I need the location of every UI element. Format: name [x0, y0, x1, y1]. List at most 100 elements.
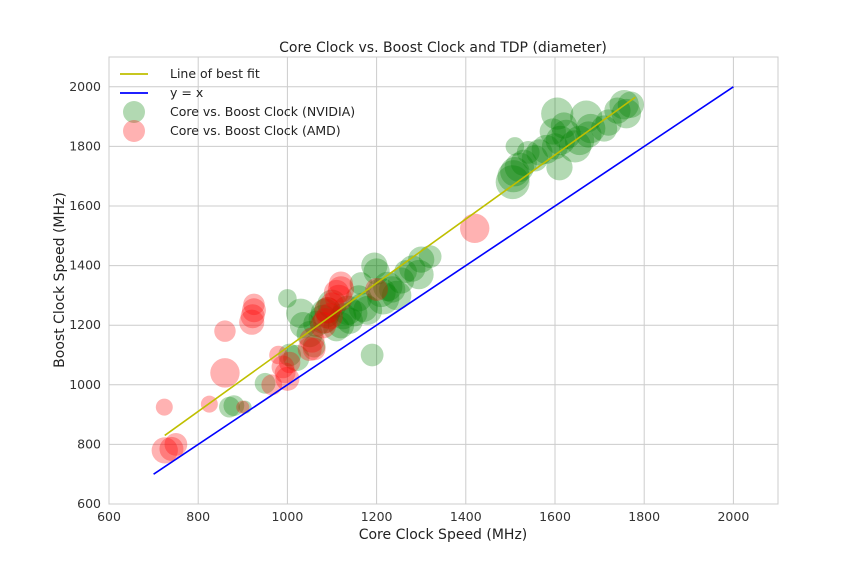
fit-lines [153, 86, 734, 475]
nvidia-point [545, 125, 576, 156]
amd-point [240, 304, 265, 329]
x-tick-label: 600 [97, 509, 121, 524]
amd-point [236, 400, 250, 414]
amd-point [327, 276, 355, 303]
nvidia-point [373, 271, 403, 302]
amd-point [328, 271, 353, 296]
amd-point [214, 320, 236, 342]
amd-point [309, 312, 337, 339]
y-tick-label: 1400 [69, 258, 101, 273]
nvidia-point [510, 149, 537, 176]
x-tick-label: 1400 [450, 509, 482, 524]
nvidia-point [570, 100, 603, 133]
nvidia-point [310, 298, 341, 328]
nvidia-point [336, 307, 363, 334]
nvidia-point [223, 395, 245, 417]
nvidia-point [526, 139, 553, 166]
amd-point [297, 337, 322, 362]
legend-item: Core vs. Boost Clock (NVIDIA) [123, 101, 355, 123]
nvidia-point [367, 282, 400, 315]
amd-point [151, 437, 178, 464]
y-tick-label: 800 [77, 436, 101, 451]
x-tick-label: 800 [186, 509, 210, 524]
amd-point [302, 337, 326, 361]
legend-marker-swatch [123, 120, 145, 142]
x-tick-label: 1800 [628, 509, 660, 524]
amd-point [460, 213, 490, 244]
legend-label: y = x [170, 85, 203, 100]
series-amd [151, 213, 490, 464]
nvidia-point [379, 276, 406, 303]
grid [109, 57, 778, 504]
legend-label: Core vs. Boost Clock (AMD) [170, 123, 341, 138]
y-axis-label: Boost Clock Speed (MHz) [52, 192, 68, 368]
nvidia-point [595, 109, 622, 136]
x-tick-labels: 600 800 1000 1200 1400 1600 1800 2000 [97, 509, 749, 524]
nvidia-point [302, 334, 326, 358]
nvidia-point [558, 130, 592, 163]
nvidia-point [387, 267, 415, 294]
nvidia-point [286, 298, 316, 328]
best-fit-line [164, 96, 636, 437]
nvidia-point [219, 396, 240, 418]
identity-line [153, 86, 734, 475]
nvidia-point [590, 115, 618, 142]
nvidia-point [617, 91, 644, 118]
x-tick-label: 2000 [717, 509, 749, 524]
amd-point [261, 374, 283, 396]
nvidia-point [516, 140, 540, 164]
legend-marker-swatch [123, 101, 145, 123]
nvidia-point [348, 292, 378, 323]
y-tick-label: 1200 [69, 317, 101, 332]
x-tick-label: 1000 [271, 509, 303, 524]
nvidia-point [505, 137, 525, 156]
nvidia-point [327, 312, 355, 339]
y-tick-label: 2000 [69, 79, 101, 94]
amd-point [243, 293, 265, 316]
nvidia-point [564, 125, 595, 156]
x-axis-label: Core Clock Speed (MHz) [359, 527, 528, 543]
amd-point [278, 351, 301, 374]
nvidia-point [541, 133, 569, 160]
nvidia-point [283, 344, 310, 372]
nvidia-point [341, 300, 368, 327]
amd-point [239, 309, 265, 335]
nvidia-point [575, 121, 602, 148]
amd-point [271, 355, 295, 379]
y-tick-label: 1800 [69, 138, 101, 153]
legend-item: Core vs. Boost Clock (AMD) [123, 120, 341, 142]
nvidia-point [314, 297, 341, 324]
data-points [151, 89, 644, 464]
chart-title: Core Clock vs. Boost Clock and TDP (diam… [279, 40, 607, 56]
legend-item: Line of best fit [120, 66, 260, 81]
nvidia-point [408, 246, 435, 273]
x-tick-label: 1600 [539, 509, 571, 524]
nvidia-point [611, 98, 642, 129]
nvidia-point [404, 259, 434, 290]
amd-point [314, 297, 341, 324]
nvidia-point [349, 272, 373, 295]
y-tick-label: 600 [77, 496, 101, 511]
amd-point [164, 433, 188, 456]
nvidia-point [497, 160, 530, 193]
nvidia-point [330, 303, 357, 330]
nvidia-point [317, 289, 347, 320]
legend-item: y = x [120, 85, 203, 100]
amd-point [275, 366, 300, 391]
nvidia-point [278, 289, 297, 308]
nvidia-point [361, 252, 388, 279]
amd-point [210, 358, 240, 388]
amd-point [274, 362, 296, 384]
legend-label: Core vs. Boost Clock (NVIDIA) [170, 104, 355, 119]
nvidia-point [539, 118, 566, 145]
legend: Line of best fit y = x Core vs. Boost Cloc… [120, 66, 355, 142]
nvidia-point [418, 245, 442, 269]
nvidia-point [546, 154, 573, 181]
x-tick-label: 1200 [361, 509, 393, 524]
nvidia-point [550, 112, 578, 139]
nvidia-point [254, 372, 276, 394]
nvidia-point [296, 320, 323, 348]
y-tick-label: 1000 [69, 377, 101, 392]
nvidia-point [360, 343, 384, 367]
